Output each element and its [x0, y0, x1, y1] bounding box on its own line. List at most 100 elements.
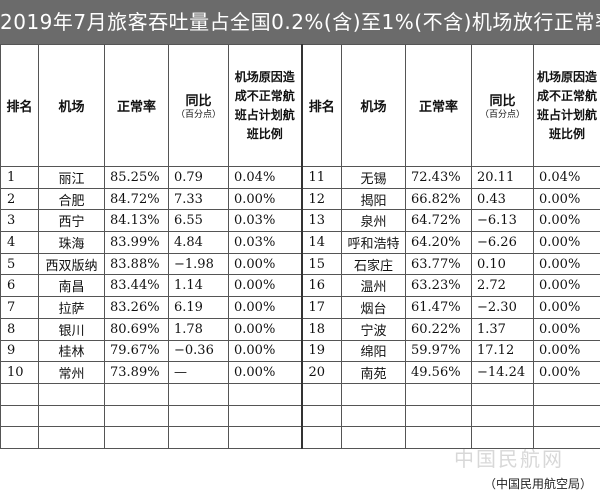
yoy-cell: 0.43: [471, 187, 534, 211]
rank-cell: 15: [300, 252, 342, 276]
empty-cell: [104, 404, 169, 428]
rank-cell: 17: [300, 296, 342, 319]
empty-cell: [168, 382, 229, 406]
watermark-text: 中国民航网: [454, 447, 564, 471]
empty-cell: [104, 382, 169, 406]
table-row: 4 珠海 83.99% 4.84 0.03% 14 呼和浩特 64.20% −6.26 0.00%: [0, 231, 600, 254]
empty-cell: [341, 382, 406, 406]
yoy-cell: 17.12: [471, 339, 534, 363]
table-row: 10 常州 73.89% —0.00% 20 南苑 49.56% −14.24 0.00%: [0, 361, 600, 384]
rank-cell: 13: [300, 209, 342, 233]
rank-cell: 3: [0, 209, 39, 233]
airport-cell: 石家庄: [341, 252, 406, 276]
yoy-cell: 20.11: [471, 166, 534, 189]
yoy-cell: 1.78: [168, 317, 229, 341]
yoy-cell: 2.72: [471, 274, 534, 298]
empty-cell: [471, 404, 534, 428]
airport-cell: 丽江: [38, 166, 105, 189]
reason-cell: 0.00%: [533, 252, 600, 276]
airport-cell: 西宁: [38, 209, 105, 233]
airport-cell: 常州: [38, 361, 105, 384]
airport-cell: 银川: [38, 317, 105, 341]
empty-cell: [0, 426, 39, 449]
rate-cell: 61.47%: [405, 296, 472, 319]
yoy-cell: −1.98: [168, 252, 229, 276]
empty-cell: [300, 404, 342, 428]
yoy-cell: 6.19: [168, 296, 229, 319]
reason-cell: 0.04%: [228, 166, 302, 189]
table-row: 5 西双版纳 83.88% −1.98 0.00% 15 石家庄 63.77% 0.10 0.00…: [0, 252, 600, 276]
reason-cell: 0.00%: [533, 339, 600, 363]
rate-cell: 72.43%: [405, 166, 472, 189]
rank-cell: 14: [300, 231, 342, 254]
rank-cell: 8: [0, 317, 39, 341]
airport-cell: 拉萨: [38, 296, 105, 319]
empty-row: [0, 426, 600, 449]
yoy-cell: −0.36: [168, 339, 229, 363]
empty-cell: [228, 426, 302, 449]
yoy-cell: —: [168, 361, 229, 384]
table-row: 1 丽江 85.25% 0.79 0.04% 11 无锡 72.43% 20.11 0.04%: [0, 166, 600, 189]
airport-cell: 绵阳: [341, 339, 406, 363]
reason-cell: 0.00%: [228, 187, 302, 211]
yoy-cell: −6.26: [471, 231, 534, 254]
airport-cell: 无锡: [341, 166, 406, 189]
reason-cell: 0.00%: [228, 339, 302, 363]
rank-cell: 5: [0, 252, 39, 276]
table-row: 6 南昌 83.44% 1.14 0.00% 16 温州 63.23% 2.72 0.00%: [0, 274, 600, 298]
rate-cell: 49.56%: [405, 361, 472, 384]
rate-cell: 83.99%: [104, 231, 169, 254]
empty-cell: [341, 426, 406, 449]
empty-cell: [405, 404, 472, 428]
reason-cell: 0.00%: [228, 317, 302, 341]
reason-cell: 0.00%: [533, 361, 600, 384]
empty-row: [0, 404, 600, 428]
rank-cell: 16: [300, 274, 342, 298]
airport-cell: 烟台: [341, 296, 406, 319]
empty-cell: [533, 382, 600, 406]
rate-cell: 60.22%: [405, 317, 472, 341]
rank-cell: 18: [300, 317, 342, 341]
header-rate: 正常率: [104, 44, 169, 167]
yoy-cell: 0.79: [168, 166, 229, 189]
airport-cell: 泉州: [341, 209, 406, 233]
header-yoy-unit-2: （百分点）: [479, 110, 525, 120]
rate-cell: 79.67%: [104, 339, 169, 363]
rate-cell: 64.20%: [405, 231, 472, 254]
yoy-cell: 1.14: [168, 274, 229, 298]
rate-cell: 63.77%: [405, 252, 472, 276]
yoy-cell: 1.37: [471, 317, 534, 341]
rate-cell: 64.72%: [405, 209, 472, 233]
airport-cell: 南昌: [38, 274, 105, 298]
rank-cell: 2: [0, 187, 39, 211]
reason-cell: 0.00%: [533, 209, 600, 233]
source-label: （中国民用航空局）: [483, 477, 592, 491]
header-yoy-label-2: 同比: [489, 94, 516, 109]
rate-cell: 66.82%: [405, 187, 472, 211]
table-title: 2019年7月旅客吞吐量占全国0.2%(含)至1%(不含)机场放行正常率: [0, 0, 600, 44]
rate-cell: 84.72%: [104, 187, 169, 211]
empty-cell: [471, 382, 534, 406]
reason-cell: 0.00%: [228, 296, 302, 319]
empty-cell: [0, 404, 39, 428]
header-yoy: 同比 （百分点）: [168, 44, 229, 167]
rank-cell: 10: [0, 361, 39, 384]
empty-cell: [104, 426, 169, 449]
yoy-cell: −2.30: [471, 296, 534, 319]
rank-cell: 12: [300, 187, 342, 211]
empty-cell: [341, 404, 406, 428]
reason-cell: 0.00%: [533, 274, 600, 298]
reason-cell: 0.00%: [228, 361, 302, 384]
yoy-cell: 0.10: [471, 252, 534, 276]
rate-cell: 59.97%: [405, 339, 472, 363]
reason-cell: 0.03%: [228, 209, 302, 233]
header-yoy-2: 同比 （百分点）: [471, 44, 534, 167]
header-rank: 排名: [0, 44, 39, 167]
airport-cell: 南苑: [341, 361, 406, 384]
rank-cell: 20: [300, 361, 342, 384]
airport-cell: 桂林: [38, 339, 105, 363]
empty-cell: [405, 382, 472, 406]
empty-cell: [228, 382, 302, 406]
rank-cell: 9: [0, 339, 39, 363]
rate-cell: 83.44%: [104, 274, 169, 298]
